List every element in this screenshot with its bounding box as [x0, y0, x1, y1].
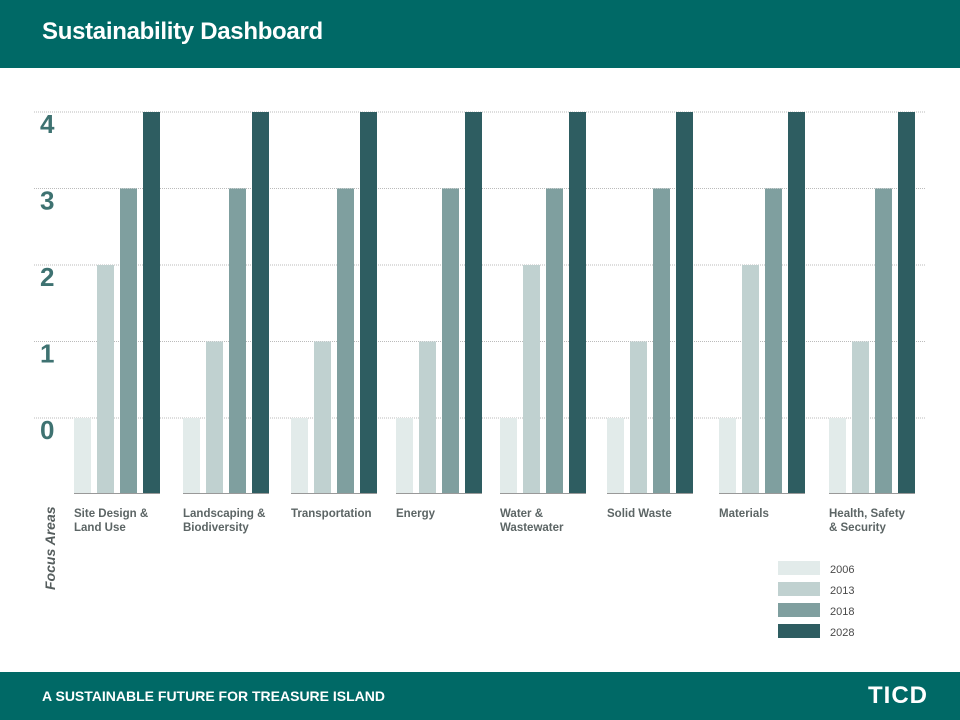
category-label-line: Biodiversity: [183, 522, 249, 534]
legend-label: 2006: [830, 564, 854, 576]
bar: [607, 418, 624, 493]
bar: [419, 341, 436, 493]
bar: [97, 265, 114, 493]
category-label-line: Health, Safety: [829, 508, 906, 520]
legend-swatch: [778, 582, 820, 596]
bar: [206, 341, 223, 493]
legend-label: 2028: [830, 627, 854, 639]
bar: [291, 418, 308, 493]
bar: [829, 418, 846, 493]
category-label: Transportation: [291, 508, 372, 520]
category-label-line: Energy: [396, 508, 436, 520]
bar: [465, 112, 482, 493]
bar: [898, 112, 915, 493]
bar: [765, 188, 782, 493]
category-label: Materials: [719, 508, 769, 520]
category-label-line: Land Use: [74, 522, 126, 534]
legend-swatch: [778, 561, 820, 575]
bar: [120, 188, 137, 493]
category-label-line: Solid Waste: [607, 508, 672, 520]
bar: [569, 112, 586, 493]
category-label-line: & Security: [829, 522, 886, 534]
bar: [653, 188, 670, 493]
category-label-line: Landscaping &: [183, 508, 265, 520]
category-label: Health, Safety & Security: [829, 508, 906, 534]
bar: [337, 188, 354, 493]
bar: [143, 112, 160, 493]
category-label-line: Transportation: [291, 508, 372, 520]
page-title: Sustainability Dashboard: [42, 18, 323, 45]
bar: [788, 112, 805, 493]
legend-label: 2013: [830, 585, 854, 597]
bar: [875, 188, 892, 493]
legend-swatch: [778, 624, 820, 638]
category-label-line: Site Design &: [74, 508, 148, 520]
bar: [500, 418, 517, 493]
category-label: Landscaping & Biodiversity: [183, 508, 265, 534]
category-label: Energy: [396, 508, 436, 520]
category-label: Site Design & Land Use: [74, 508, 148, 534]
bar: [314, 341, 331, 493]
y-tick-label: 1: [40, 339, 54, 369]
bar: [360, 112, 377, 493]
bar: [252, 112, 269, 493]
x-axis-label: Focus Areas: [42, 506, 58, 590]
bar: [183, 418, 200, 493]
footer-logo: TICD: [868, 682, 928, 709]
bar: [630, 341, 647, 493]
category-label-line: Wastewater: [500, 522, 564, 534]
bar: [546, 188, 563, 493]
legend-swatch: [778, 603, 820, 617]
footer-tagline: A SUSTAINABLE FUTURE FOR TREASURE ISLAND: [42, 688, 385, 704]
category-label: Water & Wastewater: [500, 508, 564, 534]
bar: [74, 418, 91, 493]
category-label-line: Materials: [719, 508, 769, 520]
y-tick-label: 0: [40, 415, 54, 445]
bar-chart: 0 1 2 3 4 Site Design & Land Use Landscaping & B…: [34, 109, 925, 639]
footer-bar: A SUSTAINABLE FUTURE FOR TREASURE ISLAND…: [0, 672, 960, 720]
y-tick-label: 2: [40, 262, 54, 292]
header-bar: Sustainability Dashboard: [0, 0, 960, 68]
bar: [676, 112, 693, 493]
bar: [442, 188, 459, 493]
bar: [523, 265, 540, 493]
category-label: Solid Waste: [607, 508, 672, 520]
y-tick-label: 3: [40, 186, 54, 216]
legend-label: 2018: [830, 606, 854, 618]
bar: [229, 188, 246, 493]
bar: [852, 341, 869, 493]
bar: [396, 418, 413, 493]
bar: [719, 418, 736, 493]
y-tick-label: 4: [40, 109, 55, 139]
category-label-line: Water &: [500, 508, 543, 520]
bar: [742, 265, 759, 493]
